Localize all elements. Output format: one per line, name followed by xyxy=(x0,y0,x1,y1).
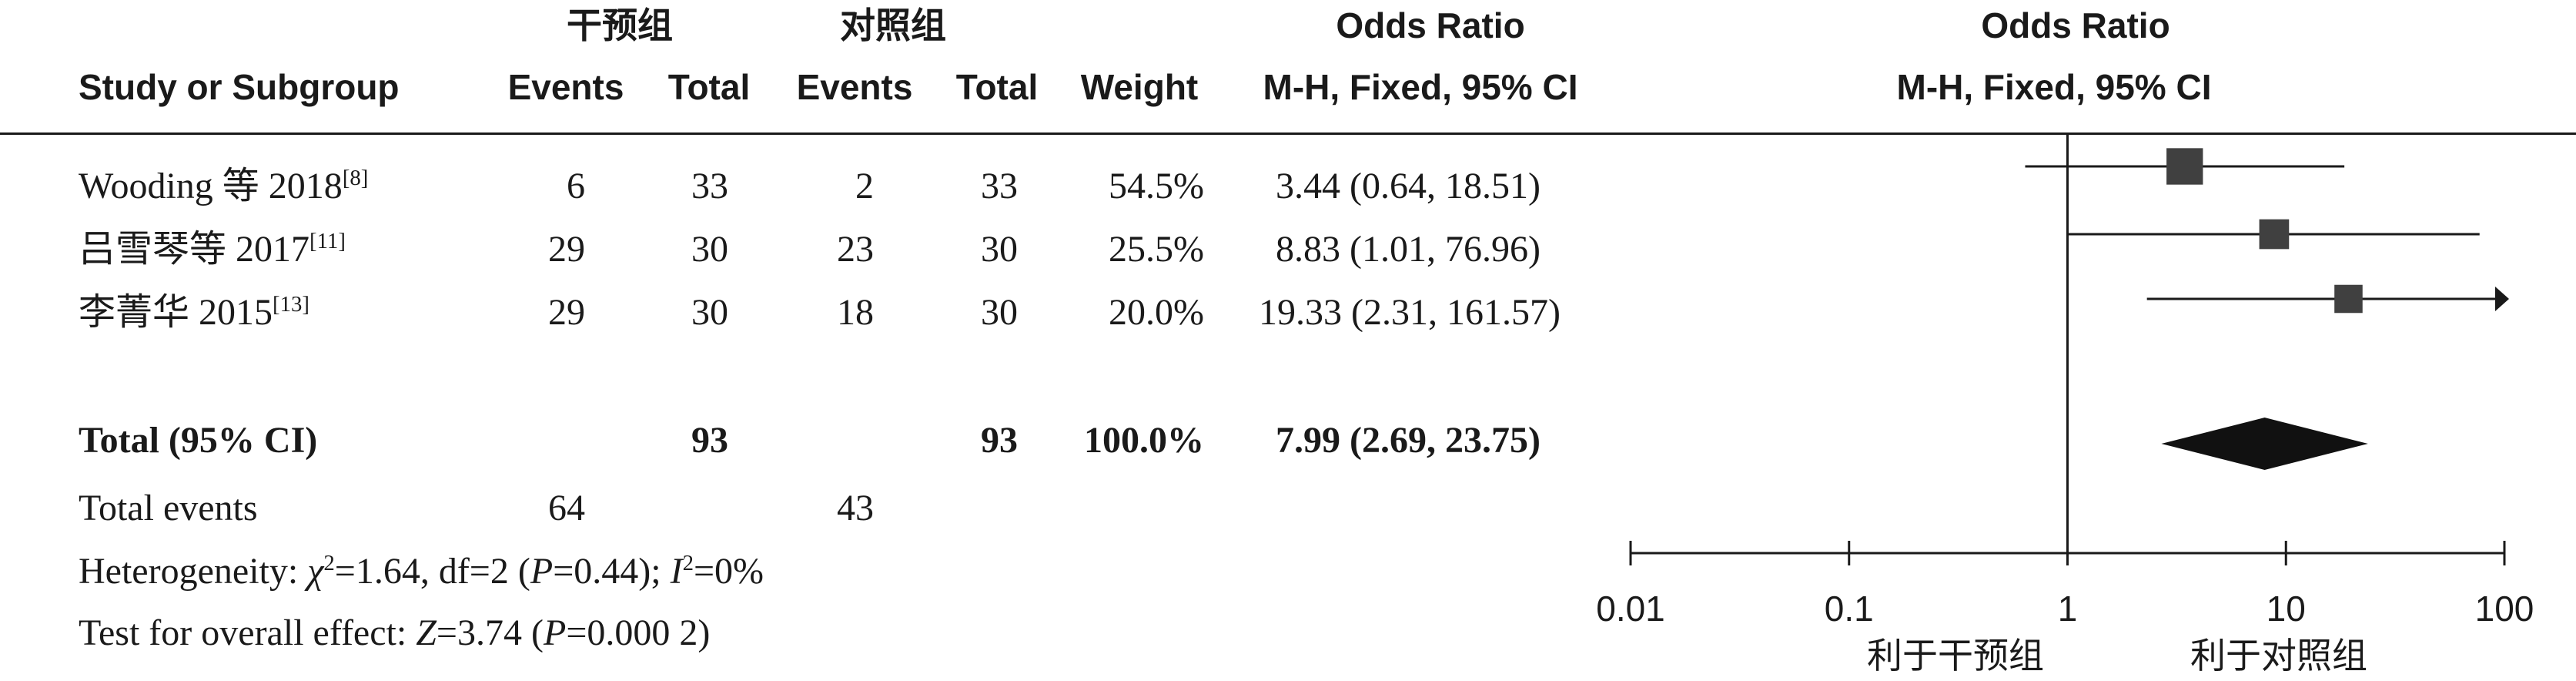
study-marker xyxy=(2166,148,2203,185)
total-total-2: 93 xyxy=(981,420,1018,461)
header-rule xyxy=(0,133,2576,135)
group-control-label: 对照组 xyxy=(840,5,946,45)
study-ci-text: 8.83 (1.01, 76.96) xyxy=(1276,229,1541,270)
col-weight: Weight xyxy=(1080,67,1199,107)
ci-arrow xyxy=(2495,287,2509,311)
col-total-2: Total xyxy=(955,67,1039,107)
heterogeneity-text: Heterogeneity: χ2=1.64, df=2 (P=0.44); I… xyxy=(79,551,764,592)
x-tick-label: 10 xyxy=(2267,589,2306,629)
study-events-2: 18 xyxy=(837,292,874,333)
total-events-label: Total events xyxy=(79,488,258,528)
overall-effect-text: Test for overall effect: Z=3.74 (P=0.000… xyxy=(79,612,711,653)
study-events-1: 29 xyxy=(548,229,585,270)
study-ci-text: 3.44 (0.64, 18.51) xyxy=(1276,166,1541,206)
study-events-1: 6 xyxy=(567,166,585,206)
x-tick-label: 0.01 xyxy=(1596,589,1665,629)
study-events-2: 23 xyxy=(837,229,874,270)
favours-control-label: 利于对照组 xyxy=(2190,636,2367,676)
study-total-2: 33 xyxy=(981,166,1018,206)
study-events-1: 29 xyxy=(548,292,585,333)
col-total-1: Total xyxy=(667,67,751,107)
study-ci-text: 19.33 (2.31, 161.57) xyxy=(1259,292,1561,333)
total-events-2: 43 xyxy=(837,488,874,528)
study-total-1: 30 xyxy=(691,292,728,333)
study-marker xyxy=(2334,284,2363,314)
or-table-label: Odds Ratio xyxy=(1336,5,1525,45)
study-weight: 54.5% xyxy=(1109,166,1204,206)
total-total-1: 93 xyxy=(691,420,728,461)
x-tick-label: 0.1 xyxy=(1825,589,1874,629)
study-name: Wooding 等 2018[8] xyxy=(79,166,369,206)
col-method-plot: M-H, Fixed, 95% CI xyxy=(1896,67,2212,107)
study-total-1: 33 xyxy=(691,166,728,206)
study-total-1: 30 xyxy=(691,229,728,270)
study-name: 李菁华 2015[13] xyxy=(79,292,309,333)
col-events-1: Events xyxy=(507,67,624,107)
pooled-diamond xyxy=(2161,418,2368,470)
col-method-table: M-H, Fixed, 95% CI xyxy=(1263,67,1578,107)
study-total-2: 30 xyxy=(981,292,1018,333)
group-intervention-label: 干预组 xyxy=(567,5,673,45)
or-plot-label: Odds Ratio xyxy=(1981,5,2170,45)
col-study: Study or Subgroup xyxy=(79,67,400,107)
total-events-1: 64 xyxy=(548,488,585,528)
study-name: 吕雪琴等 2017[11] xyxy=(79,229,346,270)
x-tick-label: 100 xyxy=(2475,589,2534,629)
study-marker xyxy=(2259,219,2290,250)
study-weight: 20.0% xyxy=(1109,292,1204,333)
x-tick-label: 1 xyxy=(2058,589,2078,629)
study-total-2: 30 xyxy=(981,229,1018,270)
col-events-2: Events xyxy=(796,67,913,107)
total-ci-text: 7.99 (2.69, 23.75) xyxy=(1276,420,1541,461)
study-weight: 25.5% xyxy=(1109,229,1204,270)
favours-intervention-label: 利于干预组 xyxy=(1867,636,2044,676)
total-weight: 100.0% xyxy=(1084,420,1204,461)
study-events-2: 2 xyxy=(855,166,874,206)
total-label: Total (95% CI) xyxy=(79,420,318,461)
